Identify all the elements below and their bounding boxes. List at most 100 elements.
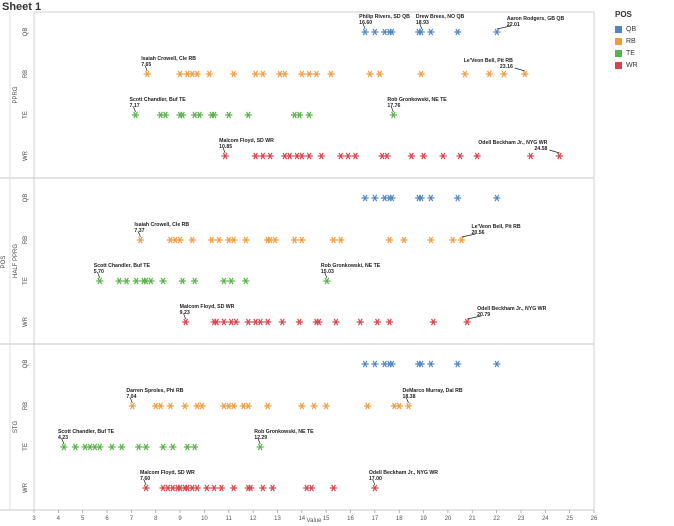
legend[interactable]: POS QB RB TE WR	[615, 10, 638, 71]
data-point-rb	[298, 402, 306, 410]
x-tick-label: 21	[469, 516, 476, 522]
annotation-label: Odell Beckham Jr., NYG WR	[369, 470, 438, 476]
data-point-wr	[217, 484, 226, 492]
data-point-rb	[427, 236, 435, 244]
data-point-qb	[493, 194, 501, 202]
row-label: RB	[23, 402, 29, 410]
data-point-te	[183, 443, 191, 451]
data-point-rb	[327, 70, 335, 78]
legend-label: QB	[626, 25, 637, 33]
data-point-wr	[351, 152, 359, 160]
data-point-wr	[305, 152, 313, 160]
data-point-wr	[315, 318, 323, 326]
row-label: QB	[23, 360, 29, 369]
data-point-rb	[230, 236, 238, 244]
annotation-label: Malcom Floyd, SD WR	[140, 470, 195, 476]
data-point-rb	[242, 236, 250, 244]
data-point-rb	[400, 236, 408, 244]
data-point-rb	[500, 70, 508, 78]
annotation-value: 7.17	[130, 103, 140, 109]
data-point-wr	[307, 484, 316, 492]
data-point-rb	[176, 236, 184, 244]
data-point-wr	[266, 152, 274, 160]
legend-label: WR	[626, 61, 638, 69]
annotation-arrow	[324, 272, 328, 279]
data-point-wr	[278, 318, 286, 326]
data-point-wr	[256, 318, 265, 326]
data-point-wr	[232, 318, 240, 326]
annotation-label: Rob Gronkowski, NE TE	[387, 97, 447, 103]
data-point-rb	[449, 236, 457, 244]
data-point-te	[225, 111, 233, 119]
annotation-value: 15.03	[321, 269, 334, 275]
annotation-arrow	[97, 272, 101, 279]
data-point-rb	[136, 236, 144, 244]
panel-label: STG	[13, 421, 19, 434]
data-point-rb	[205, 70, 213, 78]
data-point-te	[178, 277, 187, 285]
data-point-te	[159, 277, 167, 285]
data-point-te	[191, 277, 199, 285]
data-point-rb	[290, 236, 299, 244]
data-point-te	[60, 443, 68, 451]
annotation-value: 20.79	[477, 312, 490, 318]
annotation-label: DeMarco Murray, Dal RB	[402, 388, 462, 394]
data-point-qb	[361, 194, 369, 202]
data-point-rb	[244, 402, 252, 410]
annotation-label: Rob Gronkowski, NE TE	[321, 263, 381, 269]
annotation-value: 16.60	[359, 20, 372, 26]
annotation-label: Le'Veon Bell, Pit RB	[472, 224, 521, 230]
data-point-te	[323, 277, 331, 285]
data-point-te	[244, 111, 252, 119]
annotation-arrow	[514, 67, 525, 72]
data-point-rb	[143, 70, 151, 78]
data-point-rb	[376, 70, 384, 78]
data-point-rb	[310, 402, 318, 410]
x-tick-label: 5	[81, 516, 85, 522]
data-point-te	[132, 277, 140, 285]
legend-item-rb[interactable]: RB	[615, 35, 638, 47]
data-point-wr	[259, 484, 267, 492]
data-point-te	[96, 277, 104, 285]
annotation-arrow	[549, 149, 560, 154]
x-tick-label: 10	[201, 516, 208, 522]
x-tick-label: 12	[250, 516, 257, 522]
data-point-rb	[521, 70, 529, 78]
annotation-value: 17.00	[369, 476, 382, 482]
annotation-value: 7.37	[134, 228, 144, 234]
data-point-te	[242, 277, 250, 285]
legend-item-te[interactable]: TE	[615, 47, 638, 59]
row-label: RB	[23, 236, 29, 244]
x-tick-label: 25	[566, 516, 573, 522]
annotation-value: 22.01	[507, 22, 520, 28]
data-point-wr	[439, 152, 447, 160]
data-point-te	[256, 443, 264, 451]
data-point-te	[96, 443, 104, 451]
row-label: QB	[23, 28, 29, 37]
data-point-wr	[247, 484, 255, 492]
legend-label: RB	[626, 37, 636, 45]
data-point-rb	[417, 70, 425, 78]
data-point-te	[122, 277, 131, 285]
legend-label: TE	[626, 49, 635, 57]
data-point-qb	[371, 194, 379, 202]
data-point-qb	[427, 360, 435, 368]
annotation-arrow	[257, 438, 261, 445]
data-point-te	[191, 443, 199, 451]
annotation-arrow	[143, 479, 147, 486]
data-point-wr	[463, 318, 471, 326]
annotation-label: Le'Veon Bell, Pit RB	[464, 58, 513, 64]
data-point-wr	[356, 318, 364, 326]
legend-item-qb[interactable]: QB	[615, 23, 638, 35]
data-point-qb	[371, 28, 379, 36]
annotation-label: Malcom Floyd, SD WR	[219, 138, 274, 144]
annotation-value: 4.23	[58, 435, 68, 441]
annotation-label: Isaiah Crowell, Cle RB	[141, 56, 196, 62]
data-point-rb	[363, 402, 372, 410]
x-tick-label: 16	[347, 516, 354, 522]
data-point-wr	[203, 484, 211, 492]
annotation-label: Odell Beckham Jr., NYG WR	[478, 140, 547, 146]
data-point-rb	[230, 402, 238, 410]
legend-item-wr[interactable]: WR	[615, 59, 638, 71]
